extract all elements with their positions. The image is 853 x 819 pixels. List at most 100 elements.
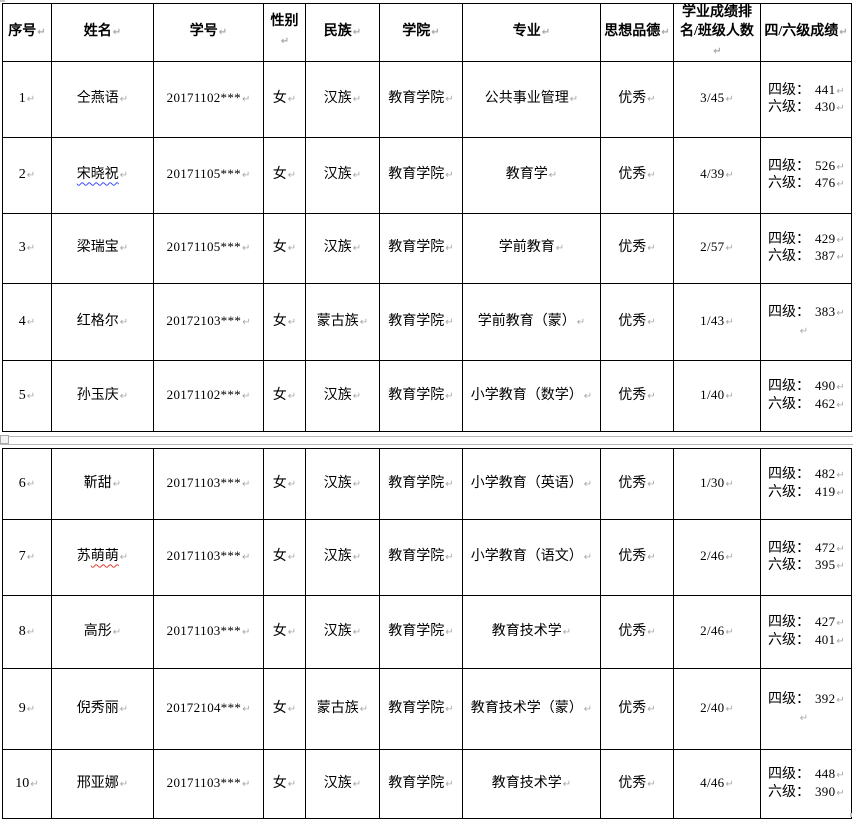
cell-ethnicity[interactable]: 汉族↵ xyxy=(305,518,380,596)
cell-rank[interactable]: 1/40↵ xyxy=(673,359,761,432)
cell-gender[interactable]: 女↵ xyxy=(263,594,306,669)
cell-moral[interactable]: 优秀↵ xyxy=(600,447,674,520)
cell-index[interactable]: 10↵ xyxy=(2,748,52,819)
cell-cet[interactable]: 四级：490↵六级：462↵¤ xyxy=(760,359,852,432)
cell-college[interactable]: 教育学院↵ xyxy=(379,359,463,432)
cell-college[interactable]: 教育学院↵ xyxy=(379,594,463,669)
cell-major[interactable]: 小学教育（语文）↵ xyxy=(462,518,601,596)
cell-major[interactable]: 教育技术学（蒙）↵ xyxy=(462,667,601,750)
cell-college[interactable]: 教育学院↵ xyxy=(379,60,463,138)
cell-moral[interactable]: 优秀↵ xyxy=(600,359,674,432)
cell-student-id[interactable]: 20172104***↵ xyxy=(153,667,264,750)
cell-name[interactable]: 梁瑞宝↵ xyxy=(51,212,154,284)
cell-rank[interactable]: 2/46↵ xyxy=(673,594,761,669)
cell-index[interactable]: 1↵ xyxy=(2,60,52,138)
cell-gender[interactable]: 女↵ xyxy=(263,518,306,596)
cell-gender[interactable]: 女↵ xyxy=(263,667,306,750)
cell-index[interactable]: 6↵ xyxy=(2,447,52,520)
cell-major[interactable]: 教育学↵ xyxy=(462,136,601,214)
header-cell[interactable]: 思想品德↵ xyxy=(600,3,674,62)
cell-major[interactable]: 学前教育↵ xyxy=(462,212,601,284)
cell-major[interactable]: 公共事业管理↵ xyxy=(462,60,601,138)
cell-moral[interactable]: 优秀↵ xyxy=(600,748,674,819)
cell-ethnicity[interactable]: 汉族↵ xyxy=(305,447,380,520)
cell-index[interactable]: 2↵ xyxy=(2,136,52,214)
cell-student-id[interactable]: 20171103***↵ xyxy=(153,447,264,520)
header-cell[interactable]: 四/六级成绩↵¤ xyxy=(760,3,852,62)
cell-college[interactable]: 教育学院↵ xyxy=(379,136,463,214)
cell-student-id[interactable]: 20171103***↵ xyxy=(153,594,264,669)
cell-college[interactable]: 教育学院↵ xyxy=(379,518,463,596)
cell-student-id[interactable]: 20171102***↵ xyxy=(153,359,264,432)
cell-index[interactable]: 4↵ xyxy=(2,282,52,361)
cell-moral[interactable]: 优秀↵ xyxy=(600,282,674,361)
cell-name[interactable]: 红格尔↵ xyxy=(51,282,154,361)
cell-rank[interactable]: 3/45↵ xyxy=(673,60,761,138)
cell-index[interactable]: 5↵ xyxy=(2,359,52,432)
header-cell[interactable]: 序号↵ xyxy=(2,3,52,62)
cell-moral[interactable]: 优秀↵ xyxy=(600,60,674,138)
cell-moral[interactable]: 优秀↵ xyxy=(600,667,674,750)
cell-cet[interactable]: 四级：392↵↵¤ xyxy=(760,667,852,750)
cell-major[interactable]: 教育技术学↵ xyxy=(462,748,601,819)
cell-student-id[interactable]: 20171105***↵ xyxy=(153,136,264,214)
cell-gender[interactable]: 女↵ xyxy=(263,136,306,214)
cell-gender[interactable]: 女↵ xyxy=(263,282,306,361)
cell-student-id[interactable]: 20172103***↵ xyxy=(153,282,264,361)
cell-rank[interactable]: 1/30↵ xyxy=(673,447,761,520)
cell-name[interactable]: 苏萌萌↵ xyxy=(51,518,154,596)
cell-student-id[interactable]: 20171103***↵ xyxy=(153,748,264,819)
header-cell[interactable]: 学业成绩排名/班级人数 ↵ xyxy=(673,3,761,62)
cell-major[interactable]: 教育技术学↵ xyxy=(462,594,601,669)
cell-rank[interactable]: 2/46↵ xyxy=(673,518,761,596)
cell-ethnicity[interactable]: 汉族↵ xyxy=(305,594,380,669)
cell-cet[interactable]: 四级：429↵六级：387↵¤ xyxy=(760,212,852,284)
cell-major[interactable]: 小学教育（数学）↵ xyxy=(462,359,601,432)
cell-cet[interactable]: 四级：448↵六级：390↵¤ xyxy=(760,748,852,819)
cell-moral[interactable]: 优秀↵ xyxy=(600,594,674,669)
cell-college[interactable]: 教育学院↵ xyxy=(379,212,463,284)
cell-student-id[interactable]: 20171105***↵ xyxy=(153,212,264,284)
cell-major[interactable]: 小学教育（英语）↵ xyxy=(462,447,601,520)
cell-college[interactable]: 教育学院↵ xyxy=(379,748,463,819)
cell-gender[interactable]: 女↵ xyxy=(263,212,306,284)
cell-ethnicity[interactable]: 蒙古族↵ xyxy=(305,282,380,361)
cell-index[interactable]: 3↵ xyxy=(2,212,52,284)
page-break-separator[interactable] xyxy=(0,432,853,448)
cell-gender[interactable]: 女↵ xyxy=(263,748,306,819)
cell-cet[interactable]: 四级：482↵六级：419↵¤ xyxy=(760,447,852,520)
cell-name[interactable]: 邢亚娜↵ xyxy=(51,748,154,819)
cell-rank[interactable]: 2/40↵ xyxy=(673,667,761,750)
cell-index[interactable]: 9↵ xyxy=(2,667,52,750)
cell-rank[interactable]: 4/46↵ xyxy=(673,748,761,819)
cell-ethnicity[interactable]: 蒙古族↵ xyxy=(305,667,380,750)
cell-cet[interactable]: 四级：383↵↵¤ xyxy=(760,282,852,361)
cell-moral[interactable]: 优秀↵ xyxy=(600,212,674,284)
cell-index[interactable]: 8↵ xyxy=(2,594,52,669)
cell-name[interactable]: 靳甜↵ xyxy=(51,447,154,520)
cell-ethnicity[interactable]: 汉族↵ xyxy=(305,748,380,819)
header-cell[interactable]: 学号↵ xyxy=(153,3,264,62)
cell-college[interactable]: 教育学院↵ xyxy=(379,667,463,750)
cell-name[interactable]: 仝燕语↵ xyxy=(51,60,154,138)
cell-student-id[interactable]: 20171102***↵ xyxy=(153,60,264,138)
cell-name[interactable]: 宋晓祝↵ xyxy=(51,136,154,214)
cell-ethnicity[interactable]: 汉族↵ xyxy=(305,359,380,432)
cell-major[interactable]: 学前教育（蒙）↵ xyxy=(462,282,601,361)
cell-moral[interactable]: 优秀↵ xyxy=(600,518,674,596)
cell-name[interactable]: 高彤↵ xyxy=(51,594,154,669)
cell-college[interactable]: 教育学院↵ xyxy=(379,282,463,361)
cell-cet[interactable]: 四级：472↵六级：395↵¤ xyxy=(760,518,852,596)
cell-gender[interactable]: 女↵ xyxy=(263,359,306,432)
header-cell[interactable]: 性别 ↵ xyxy=(263,3,306,62)
cell-moral[interactable]: 优秀↵ xyxy=(600,136,674,214)
cell-student-id[interactable]: 20171103***↵ xyxy=(153,518,264,596)
header-cell[interactable]: 学院↵ xyxy=(379,3,463,62)
cell-cet[interactable]: 四级：526↵六级：476↵¤ xyxy=(760,136,852,214)
cell-index[interactable]: 7↵ xyxy=(2,518,52,596)
cell-gender[interactable]: 女↵ xyxy=(263,60,306,138)
cell-ethnicity[interactable]: 汉族↵ xyxy=(305,60,380,138)
cell-ethnicity[interactable]: 汉族↵ xyxy=(305,136,380,214)
cell-college[interactable]: 教育学院↵ xyxy=(379,447,463,520)
cell-rank[interactable]: 1/43↵ xyxy=(673,282,761,361)
